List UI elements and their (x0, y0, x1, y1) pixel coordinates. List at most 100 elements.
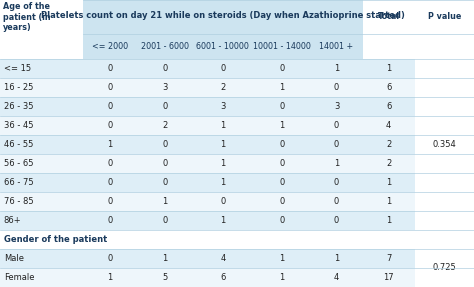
Bar (363, 97, 415, 116)
Bar (310, 173, 363, 192)
Text: 0: 0 (334, 178, 339, 187)
Text: 0: 0 (162, 140, 167, 149)
Bar (363, 268, 415, 287)
Bar (192, 34, 254, 59)
Bar (137, 268, 192, 287)
Bar (83, 116, 137, 135)
Bar (137, 135, 192, 154)
Text: 1: 1 (279, 83, 285, 92)
Bar (137, 249, 192, 268)
Text: 5: 5 (162, 273, 167, 282)
Bar (363, 0, 415, 34)
Text: 1: 1 (386, 178, 392, 187)
Bar (137, 34, 192, 59)
Text: 0: 0 (108, 178, 113, 187)
Text: 0.354: 0.354 (432, 140, 456, 149)
Bar (310, 97, 363, 116)
Text: 0: 0 (334, 216, 339, 225)
Text: 76 - 85: 76 - 85 (4, 197, 33, 206)
Bar (83, 249, 137, 268)
Text: 0: 0 (279, 159, 285, 168)
Bar (0, 192, 83, 211)
Bar (83, 192, 137, 211)
Bar (363, 211, 415, 230)
Bar (192, 116, 254, 135)
Text: 1: 1 (220, 159, 226, 168)
Bar (192, 211, 254, 230)
Text: 6001 - 10000: 6001 - 10000 (196, 42, 249, 51)
Bar (415, 59, 474, 78)
Text: 36 - 45: 36 - 45 (4, 121, 33, 130)
Text: Gender of the patient: Gender of the patient (4, 235, 107, 244)
Text: 3: 3 (334, 102, 339, 111)
Text: 1: 1 (279, 273, 285, 282)
Text: 10001 - 14000: 10001 - 14000 (253, 42, 311, 51)
Bar (0, 230, 474, 249)
Text: 0: 0 (279, 216, 285, 225)
Bar (254, 135, 310, 154)
Text: 1: 1 (220, 178, 226, 187)
Bar (192, 173, 254, 192)
Bar (254, 59, 310, 78)
Bar (0, 249, 83, 268)
Bar (83, 97, 137, 116)
Bar (83, 154, 137, 173)
Bar (0, 268, 83, 287)
Bar (415, 78, 474, 97)
Bar (0, 78, 83, 97)
Bar (137, 78, 192, 97)
Bar (254, 249, 310, 268)
Text: 0: 0 (279, 140, 285, 149)
Bar (415, 116, 474, 135)
Text: 6: 6 (220, 273, 226, 282)
Bar (310, 59, 363, 78)
Text: 3: 3 (162, 83, 167, 92)
Bar (415, 0, 474, 34)
Text: 0: 0 (108, 159, 113, 168)
Bar (310, 268, 363, 287)
Bar (310, 154, 363, 173)
Text: 0: 0 (162, 102, 167, 111)
Bar (192, 192, 254, 211)
Text: 1: 1 (386, 64, 392, 73)
Bar (363, 135, 415, 154)
Bar (415, 192, 474, 211)
Text: 0.725: 0.725 (432, 263, 456, 272)
Text: 0: 0 (162, 178, 167, 187)
Text: 0: 0 (162, 64, 167, 73)
Bar (83, 173, 137, 192)
Text: Platelets count on day 21 while on steroids (Day when Azathioprine started): Platelets count on day 21 while on stero… (41, 11, 405, 20)
Text: 66 - 75: 66 - 75 (4, 178, 33, 187)
Text: 2: 2 (386, 159, 392, 168)
Text: 1: 1 (279, 121, 285, 130)
Bar (137, 116, 192, 135)
Bar (83, 135, 137, 154)
Bar (415, 173, 474, 192)
Text: 0: 0 (334, 197, 339, 206)
Bar (254, 173, 310, 192)
Text: 1: 1 (108, 140, 113, 149)
Text: 0: 0 (108, 254, 113, 263)
Bar (137, 173, 192, 192)
Text: 1: 1 (220, 216, 226, 225)
Text: 86+: 86+ (4, 216, 21, 225)
Bar (137, 97, 192, 116)
Text: 6: 6 (386, 102, 392, 111)
Text: 4: 4 (386, 121, 392, 130)
Text: 14001 +: 14001 + (319, 42, 354, 51)
Text: 1: 1 (220, 140, 226, 149)
Bar (310, 135, 363, 154)
Bar (192, 78, 254, 97)
Text: <= 2000: <= 2000 (92, 42, 128, 51)
Text: 0: 0 (279, 178, 285, 187)
Bar (83, 268, 137, 287)
Text: 1: 1 (334, 159, 339, 168)
Bar (192, 97, 254, 116)
Bar (137, 59, 192, 78)
Bar (192, 135, 254, 154)
Text: 4: 4 (334, 273, 339, 282)
Text: 3: 3 (220, 102, 226, 111)
Text: 0: 0 (220, 64, 226, 73)
Bar (0, 135, 83, 154)
Text: P value: P value (428, 12, 461, 21)
